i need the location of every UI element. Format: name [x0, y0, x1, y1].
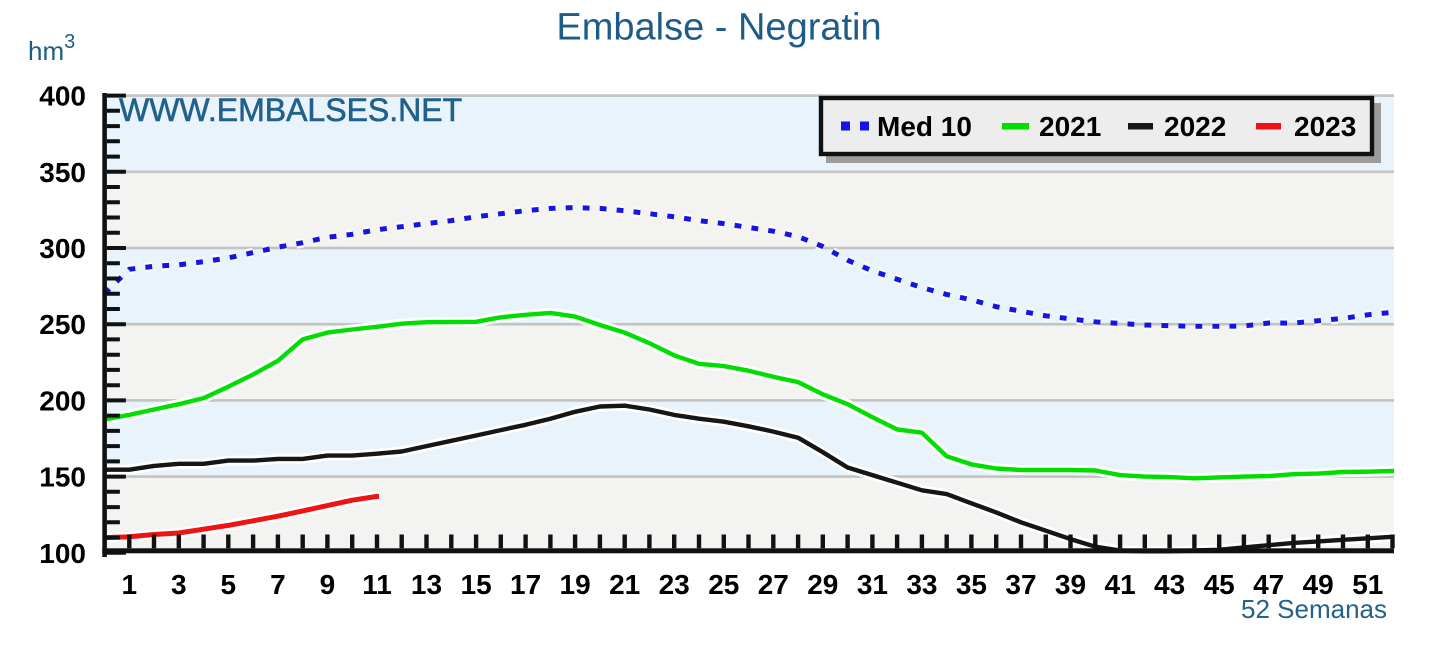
svg-text:41: 41: [1105, 569, 1136, 600]
svg-text:29: 29: [807, 569, 838, 600]
svg-text:19: 19: [560, 569, 591, 600]
svg-text:51: 51: [1352, 569, 1383, 600]
svg-text:2022: 2022: [1164, 111, 1226, 142]
svg-text:Embalse - Negratin: Embalse - Negratin: [556, 7, 881, 49]
svg-text:47: 47: [1253, 569, 1284, 600]
svg-text:2023: 2023: [1294, 111, 1356, 142]
svg-text:21: 21: [609, 569, 640, 600]
svg-text:35: 35: [956, 569, 987, 600]
svg-text:37: 37: [1005, 569, 1036, 600]
svg-text:13: 13: [411, 569, 442, 600]
svg-text:1: 1: [122, 569, 138, 600]
svg-text:hm3: hm3: [28, 31, 75, 66]
svg-text:Med 10: Med 10: [877, 111, 972, 142]
svg-text:23: 23: [659, 569, 690, 600]
svg-text:27: 27: [758, 569, 789, 600]
svg-text:100: 100: [39, 538, 86, 569]
svg-text:39: 39: [1055, 569, 1086, 600]
svg-text:15: 15: [461, 569, 492, 600]
svg-text:17: 17: [510, 569, 541, 600]
svg-text:5: 5: [221, 569, 237, 600]
svg-text:3: 3: [171, 569, 187, 600]
svg-text:43: 43: [1154, 569, 1185, 600]
svg-text:7: 7: [270, 569, 286, 600]
svg-text:2021: 2021: [1039, 111, 1101, 142]
svg-text:250: 250: [39, 309, 86, 340]
svg-text:25: 25: [708, 569, 739, 600]
svg-text:49: 49: [1303, 569, 1334, 600]
svg-text:300: 300: [39, 233, 86, 264]
svg-text:11: 11: [362, 569, 392, 600]
svg-text:33: 33: [906, 569, 937, 600]
svg-text:150: 150: [39, 462, 86, 493]
svg-text:9: 9: [320, 569, 336, 600]
svg-text:45: 45: [1204, 569, 1235, 600]
svg-text:52 Semanas: 52 Semanas: [1241, 594, 1387, 624]
svg-text:200: 200: [39, 385, 86, 416]
svg-text:400: 400: [39, 81, 86, 112]
svg-text:350: 350: [39, 157, 86, 188]
svg-text:WWW.EMBALSES.NET: WWW.EMBALSES.NET: [119, 92, 462, 128]
svg-text:31: 31: [857, 569, 888, 600]
